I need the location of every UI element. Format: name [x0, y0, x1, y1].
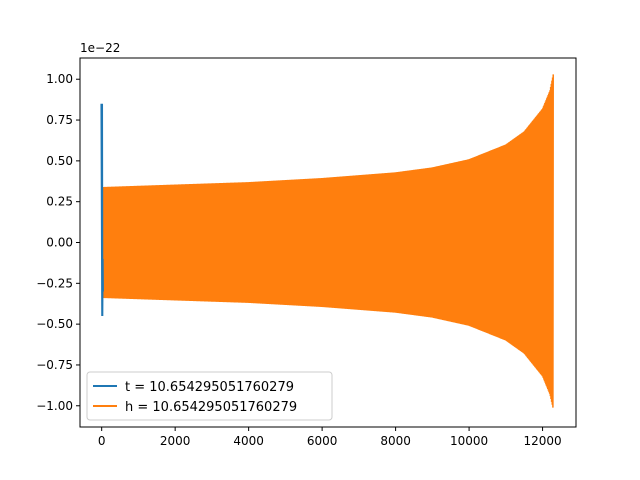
y-tick-label: −1.00 — [36, 399, 73, 413]
y-tick-label: 1.00 — [46, 72, 73, 86]
legend-label: h = 10.654295051760279 — [125, 400, 297, 415]
series-h-line — [102, 74, 554, 408]
x-tick-label: 12000 — [523, 434, 561, 448]
y-tick-label: −0.75 — [36, 358, 73, 372]
legend-label: t = 10.654295051760279 — [125, 380, 294, 395]
y-axis: 1.00 0.75 0.50 0.25 0.00 −0.25 −0.50 −0.75 −1.00 — [36, 72, 80, 413]
y-tick-label: 0.00 — [46, 236, 73, 250]
x-tick-label: 10000 — [450, 434, 488, 448]
y-tick-label: 0.25 — [46, 195, 73, 209]
y-tick-label: −0.50 — [36, 317, 73, 331]
x-tick-label: 2000 — [160, 434, 191, 448]
x-tick-label: 6000 — [307, 434, 338, 448]
legend: t = 10.654295051760279 h = 10.65429505176… — [86, 371, 333, 421]
axes-frame — [79, 57, 577, 428]
y-tick-label: 0.50 — [46, 154, 73, 168]
x-axis: 0 2000 4000 6000 8000 10000 12000 — [98, 427, 562, 448]
x-tick-label: 4000 — [233, 434, 264, 448]
legend-box — [86, 371, 333, 421]
x-tick-label: 8000 — [380, 434, 411, 448]
y-tick-label: 0.75 — [46, 113, 73, 127]
y-offset-label: 1e−22 — [80, 41, 120, 55]
y-tick-label: −0.25 — [36, 276, 73, 290]
x-tick-label: 0 — [98, 434, 106, 448]
plot-area — [100, 74, 554, 408]
series-t-line — [100, 103, 104, 316]
